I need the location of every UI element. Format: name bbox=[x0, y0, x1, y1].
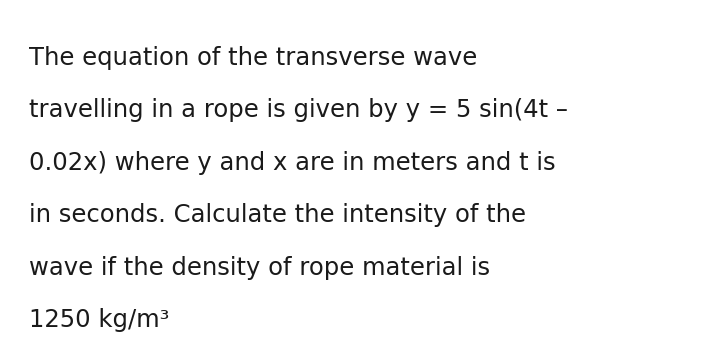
Text: wave if the density of rope material is: wave if the density of rope material is bbox=[29, 256, 490, 280]
Text: travelling in a rope is given by y = 5 sin(4t –: travelling in a rope is given by y = 5 s… bbox=[29, 98, 567, 122]
Text: The equation of the transverse wave: The equation of the transverse wave bbox=[29, 46, 477, 70]
Text: 0.02x) where y and x are in meters and t is: 0.02x) where y and x are in meters and t… bbox=[29, 151, 555, 175]
Text: in seconds. Calculate the intensity of the: in seconds. Calculate the intensity of t… bbox=[29, 203, 526, 227]
Text: 1250 kg/m³: 1250 kg/m³ bbox=[29, 308, 169, 332]
